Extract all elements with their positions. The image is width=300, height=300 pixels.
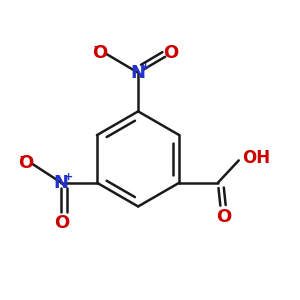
Text: O: O bbox=[54, 214, 69, 232]
Text: −: − bbox=[18, 150, 30, 164]
Text: N: N bbox=[54, 174, 69, 192]
Text: N: N bbox=[130, 64, 146, 82]
Text: OH: OH bbox=[242, 149, 270, 167]
Text: O: O bbox=[163, 44, 178, 62]
Text: −: − bbox=[92, 40, 104, 54]
Text: O: O bbox=[18, 154, 33, 172]
Text: +: + bbox=[141, 62, 150, 72]
Text: O: O bbox=[92, 44, 107, 62]
Text: +: + bbox=[64, 172, 73, 182]
Text: O: O bbox=[216, 208, 232, 226]
